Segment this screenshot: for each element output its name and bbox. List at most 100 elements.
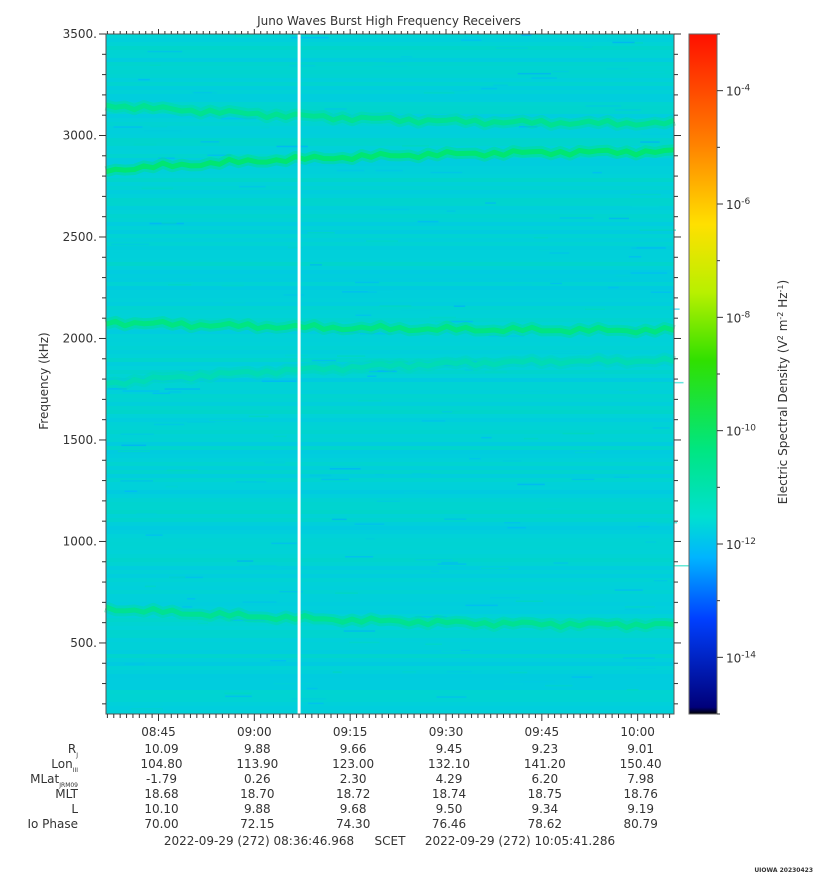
- texture-speck: [439, 409, 461, 412]
- texture-strip: [106, 554, 674, 558]
- texture-speck: [345, 556, 374, 558]
- texture-strip: [106, 550, 674, 554]
- texture-speck: [379, 305, 412, 307]
- texture-strip: [106, 610, 674, 614]
- texture-speck: [619, 433, 640, 435]
- ephemeris-value: 9.50: [436, 802, 463, 816]
- texture-speck: [168, 284, 192, 286]
- texture-speck: [461, 39, 482, 41]
- texture-speck: [389, 351, 401, 353]
- time-span-start: 2022-09-29 (272) 08:36:46.968: [164, 834, 354, 848]
- time-tick-label: 09:45: [525, 725, 560, 739]
- ephemeris-value: 7.98: [627, 772, 654, 786]
- texture-strip: [106, 230, 674, 234]
- texture-strip: [106, 70, 674, 74]
- texture-strip: [106, 270, 674, 274]
- texture-speck: [375, 473, 384, 476]
- texture-strip: [106, 198, 674, 202]
- texture-strip: [106, 106, 674, 110]
- texture-strip: [106, 590, 674, 594]
- texture-speck: [371, 361, 409, 363]
- plot-frame: [105, 33, 675, 715]
- texture-speck: [589, 372, 606, 374]
- texture-speck: [221, 284, 244, 287]
- texture-strip: [106, 338, 674, 342]
- texture-speck: [611, 712, 629, 715]
- texture-speck: [192, 91, 218, 94]
- texture-strip: [106, 402, 674, 406]
- texture-speck: [375, 169, 403, 172]
- texture-speck: [329, 468, 361, 470]
- texture-strip: [106, 486, 674, 490]
- texture-speck: [631, 71, 665, 73]
- texture-speck: [469, 458, 481, 460]
- texture-strip: [106, 126, 674, 130]
- texture-speck: [417, 220, 439, 223]
- ephemeris-value: 9.88: [244, 742, 271, 756]
- texture-speck: [631, 332, 669, 334]
- texture-speck: [121, 444, 147, 447]
- texture-strip: [106, 566, 674, 570]
- texture-strip: [106, 430, 674, 434]
- texture-strip: [106, 194, 674, 198]
- ephemeris-value: 2.30: [340, 772, 367, 786]
- texture-speck: [209, 419, 242, 421]
- texture-speck: [464, 36, 480, 38]
- texture-speck: [342, 291, 377, 293]
- texture-strip: [106, 374, 674, 378]
- ephemeris-value: 6.20: [531, 772, 558, 786]
- texture-speck: [487, 478, 523, 481]
- texture-speck: [113, 126, 143, 128]
- texture-speck: [640, 141, 660, 143]
- texture-speck: [271, 542, 297, 545]
- texture-speck: [133, 143, 157, 146]
- texture-strip: [106, 690, 674, 694]
- texture-strip: [106, 594, 674, 598]
- texture-speck: [270, 660, 287, 662]
- colorbar-tick-label: 10-8: [726, 310, 751, 325]
- texture-speck: [545, 684, 573, 687]
- texture-strip: [106, 162, 674, 166]
- texture-speck: [405, 638, 437, 641]
- texture-strip: [106, 586, 674, 590]
- texture-speck: [239, 185, 266, 188]
- texture-strip: [106, 294, 674, 298]
- texture-strip: [106, 698, 674, 702]
- texture-speck: [260, 126, 270, 129]
- texture-strip: [106, 494, 674, 498]
- texture-strip: [106, 62, 674, 66]
- texture-strip: [106, 538, 674, 542]
- texture-strip: [106, 686, 674, 690]
- texture-strip: [106, 498, 674, 502]
- ephemeris-value: 9.23: [531, 742, 558, 756]
- ephemeris-value: 9.45: [436, 742, 463, 756]
- time-tick-label: 10:00: [620, 725, 655, 739]
- texture-strip: [106, 50, 674, 54]
- colorbar-gradient: [688, 33, 718, 715]
- ephemeris-value: 150.40: [620, 757, 662, 771]
- texture-speck: [585, 105, 622, 107]
- texture-speck: [493, 84, 508, 87]
- ephemeris-value: 18.70: [240, 787, 274, 801]
- texture-speck: [592, 171, 602, 174]
- texture-strip: [106, 530, 674, 534]
- frequency-tick-label: 1500.: [63, 433, 97, 447]
- time-tick-label: 09:15: [333, 725, 368, 739]
- texture-speck: [165, 485, 178, 488]
- texture-strip: [106, 646, 674, 650]
- texture-strip: [106, 318, 674, 322]
- texture-speck: [239, 167, 276, 170]
- texture-speck: [237, 560, 254, 562]
- texture-speck: [521, 34, 532, 36]
- texture-speck: [483, 614, 493, 616]
- texture-strip: [106, 710, 674, 714]
- chart-title: Juno Waves Burst High Frequency Receiver…: [256, 14, 521, 28]
- texture-speck: [324, 108, 347, 110]
- texture-speck: [280, 566, 308, 569]
- texture-strip: [106, 130, 674, 134]
- texture-speck: [425, 643, 442, 645]
- texture-strip: [106, 258, 674, 262]
- texture-speck: [465, 604, 498, 607]
- texture-strip: [106, 410, 674, 414]
- texture-speck: [464, 369, 474, 371]
